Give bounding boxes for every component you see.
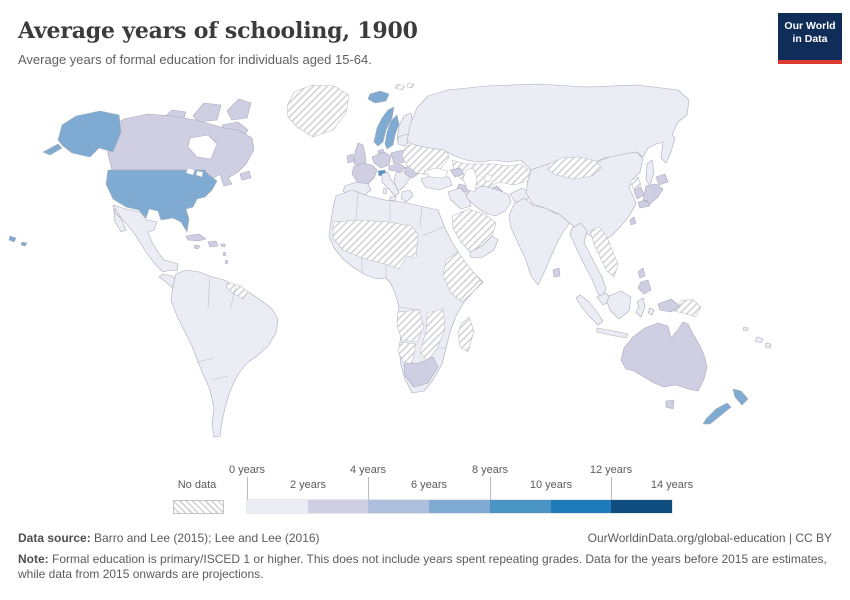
region-canada[interactable] (106, 113, 255, 187)
region-france[interactable] (351, 162, 378, 185)
legend-no-data-label: No data (177, 479, 217, 491)
footer-source-line: OurWorldinData.org/global-education | CC… (18, 531, 832, 545)
region-horn-of-africa[interactable] (442, 251, 483, 303)
region-australia[interactable] (620, 321, 708, 392)
footer-citation-link[interactable]: OurWorldinData.org/global-education | CC… (587, 531, 832, 545)
region-mexico[interactable] (112, 204, 179, 273)
footer-source-text: Barro and Lee (2015); Lee and Lee (2016) (90, 531, 320, 545)
world-map (0, 80, 850, 465)
region-greenland[interactable] (286, 84, 350, 138)
region-japan[interactable] (637, 173, 669, 209)
region-iraq-syria[interactable] (447, 187, 472, 210)
legend-tick (247, 477, 248, 500)
owid-logo-line2: in Data (792, 33, 828, 45)
region-tasmania[interactable] (665, 399, 675, 410)
region-iceland[interactable] (367, 90, 390, 104)
page-title: Average years of schooling, 1900 (18, 18, 418, 44)
region-sahel[interactable] (332, 219, 419, 270)
footer-source-label: Data source: (18, 531, 91, 545)
region-north-korea[interactable] (629, 176, 642, 191)
legend-segment-6-8[interactable] (429, 500, 490, 513)
region-madagascar[interactable] (457, 316, 475, 353)
region-taiwan[interactable] (629, 216, 637, 226)
region-austria-hungary[interactable] (388, 163, 407, 173)
region-yemen-oman[interactable] (469, 235, 499, 259)
region-namibia[interactable] (397, 341, 417, 365)
legend-no-data-swatch[interactable] (173, 500, 224, 514)
great-lakes (185, 167, 204, 178)
region-new-guinea-west[interactable] (657, 298, 681, 313)
region-hawaii[interactable] (8, 235, 28, 247)
black-sea (423, 167, 449, 179)
legend-segment-12-14[interactable] (611, 500, 673, 513)
legend-tick-label-0: 0 years (228, 464, 266, 476)
legend-segment-0-2[interactable] (247, 500, 308, 513)
region-south-america[interactable] (170, 269, 279, 438)
legend-tick-label-10: 10 years (529, 479, 573, 491)
legend-tick-label-8: 8 years (471, 464, 509, 476)
aral-sea (483, 173, 493, 183)
region-papua-new-guinea[interactable] (673, 298, 702, 318)
legend-segment-2-4[interactable] (307, 500, 369, 513)
region-germany[interactable] (371, 151, 392, 169)
caspian-sea (462, 167, 478, 193)
region-alaska[interactable] (42, 110, 122, 158)
owid-logo[interactable]: Our World in Data (778, 13, 842, 64)
legend-tick (611, 477, 612, 500)
region-south-africa[interactable] (403, 356, 439, 388)
region-mozambique-zimbabwe[interactable] (419, 308, 446, 362)
region-india[interactable] (508, 197, 572, 286)
region-afghanistan[interactable] (509, 187, 532, 203)
legend-segment-10-12[interactable] (550, 500, 612, 513)
south-america-internal-borders (197, 275, 237, 381)
region-ireland[interactable] (346, 153, 355, 164)
region-united-kingdom[interactable] (353, 142, 367, 167)
footer-note-text: Formal education is primary/ISCED 1 or h… (18, 552, 827, 581)
region-caribbean-islands[interactable] (193, 240, 229, 265)
region-new-zealand[interactable] (702, 388, 749, 425)
region-sri-lanka[interactable] (552, 267, 561, 278)
region-china[interactable] (525, 151, 644, 243)
region-mongolia[interactable] (547, 156, 603, 180)
legend-tick-label-6: 6 years (410, 479, 448, 491)
legend-color-bar (247, 500, 673, 513)
region-sakhalin[interactable] (645, 159, 655, 187)
legend-segment-4-6[interactable] (368, 500, 430, 513)
region-angola[interactable] (396, 309, 425, 343)
footer-note: Note: Formal education is primary/ISCED … (18, 552, 836, 582)
legend-segment-8-10[interactable] (489, 500, 551, 513)
legend-tick-label-14: 14 years (650, 479, 694, 491)
region-iran[interactable] (465, 185, 512, 217)
region-sweden[interactable] (384, 114, 400, 150)
legend-tick-label-12: 12 years (589, 464, 633, 476)
region-vietnam-laos[interactable] (589, 226, 619, 278)
region-guyanas[interactable] (225, 281, 249, 300)
legend-tick-label-4: 4 years (349, 464, 387, 476)
footer-note-label: Note: (18, 552, 49, 566)
region-usa[interactable] (105, 169, 218, 233)
region-pacific-islands[interactable] (742, 326, 772, 349)
region-russia[interactable] (406, 83, 690, 171)
region-newfoundland[interactable] (239, 170, 252, 181)
region-caucasus[interactable] (449, 167, 465, 178)
legend-tick (368, 477, 369, 500)
page-subtitle: Average years of formal education for in… (18, 52, 372, 67)
legend-tick-label-2: 2 years (289, 479, 327, 491)
legend-tick (490, 477, 491, 500)
owid-logo-line1: Our World (784, 20, 836, 32)
region-svalbard[interactable] (394, 82, 415, 91)
region-norway[interactable] (373, 106, 395, 147)
region-philippines[interactable] (637, 267, 652, 295)
region-cuba[interactable] (185, 233, 207, 242)
